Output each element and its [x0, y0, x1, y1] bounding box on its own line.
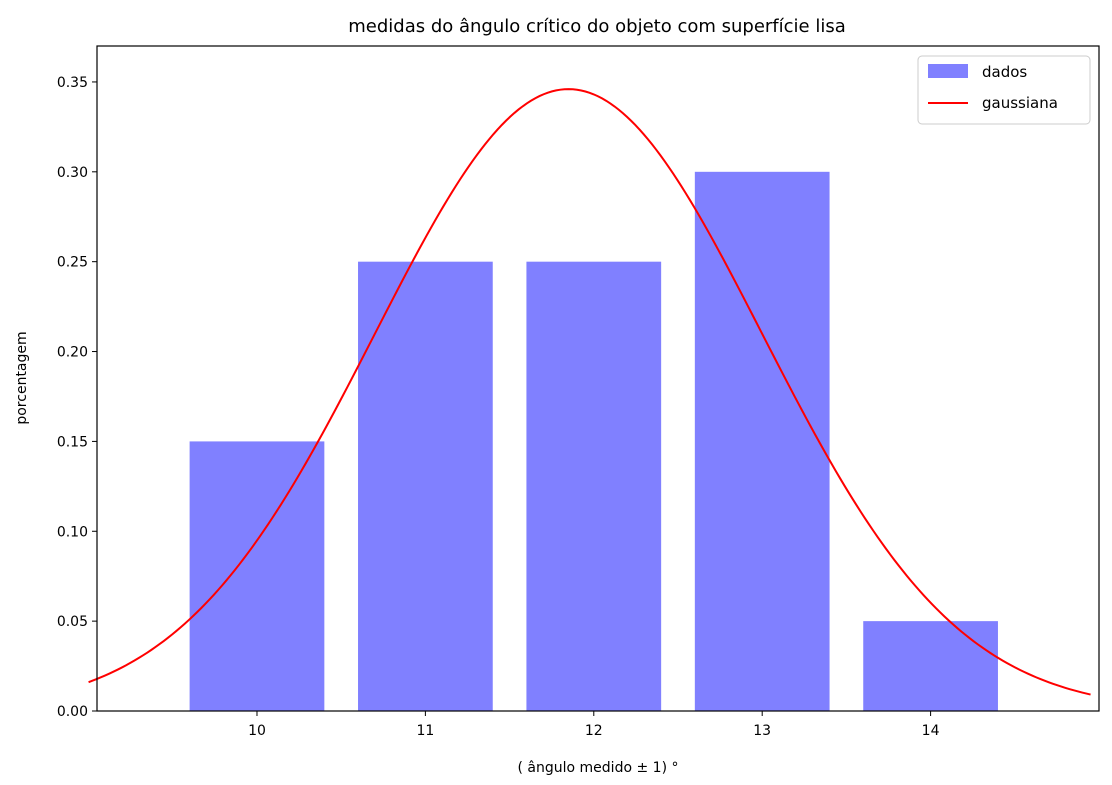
chart-title: medidas do ângulo crítico do objeto com …	[348, 16, 846, 37]
line-layer	[88, 88, 1091, 696]
bars-layer	[189, 171, 998, 712]
x-tick-label-12: 12	[585, 723, 603, 739]
y-tick-label-0.05: 0.05	[57, 614, 88, 630]
x-tick-label-14: 14	[922, 723, 940, 739]
bar-11	[358, 261, 493, 711]
y-tick-label-0.10: 0.10	[57, 524, 88, 540]
legend-label-dados: dados	[982, 63, 1027, 81]
y-tick-label-0.00: 0.00	[57, 704, 88, 720]
x-tick-label-11: 11	[416, 723, 434, 739]
bar-12	[526, 261, 662, 711]
y-axis-label: porcentagem	[14, 331, 30, 424]
y-tick-label-0.35: 0.35	[57, 75, 88, 91]
y-tick-label-0.15: 0.15	[57, 434, 88, 450]
plot-frame	[96, 45, 1100, 712]
legend-swatch-dados	[928, 64, 968, 78]
x-tick-label-13: 13	[753, 723, 771, 739]
gaussian-curve	[88, 88, 1091, 696]
x-axis: 10 11 12 13 14	[248, 711, 940, 739]
bar-13	[694, 171, 830, 712]
x-tick-label-10: 10	[248, 723, 266, 739]
y-tick-label-0.30: 0.30	[57, 165, 88, 181]
bar-14	[863, 621, 998, 711]
y-tick-label-0.25: 0.25	[57, 255, 88, 271]
y-tick-label-0.20: 0.20	[57, 345, 88, 361]
y-axis: 0.00 0.05 0.10 0.15 0.20 0.25 0.30 0.35	[57, 75, 97, 720]
legend: dados gaussiana	[917, 55, 1091, 125]
legend-label-gaussiana: gaussiana	[982, 94, 1058, 112]
x-axis-label: ( ângulo medido ± 1) °	[518, 760, 679, 776]
bar-10	[189, 441, 325, 711]
